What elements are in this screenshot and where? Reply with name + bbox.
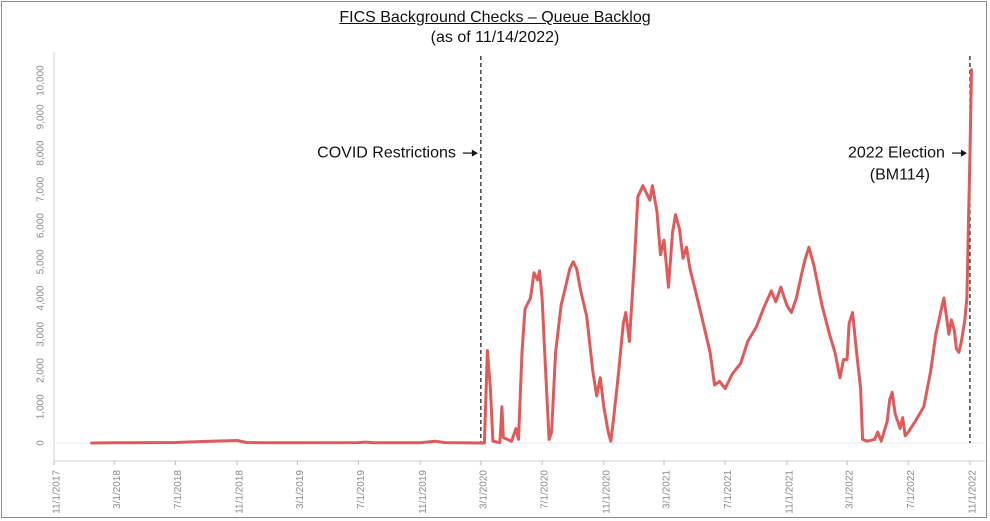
- annotation-label: 2022 Election: [848, 144, 945, 161]
- x-tick: 11/1/2019: [418, 461, 429, 514]
- x-tick-label: 3/1/2020: [479, 470, 490, 509]
- y-tick: 7,000: [36, 176, 47, 201]
- chart-title: FICS Background Checks – Queue Backlog: [339, 9, 651, 26]
- x-tick: 3/1/2019: [295, 461, 306, 509]
- x-tick: 3/1/2018: [112, 461, 123, 509]
- chart-title-block: FICS Background Checks – Queue Backlog (…: [0, 8, 990, 48]
- x-tick-label: 11/1/2017: [52, 470, 63, 514]
- x-tick-label: 3/1/2019: [295, 470, 306, 509]
- x-tick: 11/1/2020: [601, 461, 612, 514]
- x-tick: 3/1/2020: [479, 461, 490, 509]
- x-tick: 11/1/2018: [235, 461, 246, 514]
- x-tick-label: 7/1/2020: [540, 470, 551, 509]
- annotation-arrowhead: [960, 149, 967, 157]
- y-tick: 0: [36, 440, 47, 446]
- x-tick: 11/1/2021: [785, 461, 796, 514]
- y-tick: 8,000: [36, 140, 47, 165]
- y-tick-label: 0: [36, 440, 47, 446]
- x-tick-label: 7/1/2019: [356, 470, 367, 509]
- x-tick: 7/1/2020: [540, 461, 551, 509]
- y-tick: 2,000: [36, 358, 47, 383]
- chart-subtitle: (as of 11/14/2022): [430, 29, 560, 46]
- x-tick-label: 7/1/2022: [906, 470, 917, 509]
- annotation-label: COVID Restrictions: [317, 144, 456, 161]
- x-tick-label: 7/1/2021: [723, 470, 734, 509]
- y-tick: 5,000: [36, 249, 47, 274]
- y-tick-label: 6,000: [36, 213, 47, 238]
- x-tick-label: 7/1/2018: [173, 470, 184, 509]
- y-tick: 3,000: [36, 321, 47, 346]
- annotation-label: (BM114): [870, 166, 930, 183]
- y-tick: 6,000: [36, 213, 47, 238]
- y-tick-label: 4,000: [36, 285, 47, 310]
- x-tick-label: 11/1/2020: [601, 470, 612, 514]
- x-tick: 11/1/2022: [968, 461, 979, 514]
- y-tick: 1,000: [36, 394, 47, 419]
- x-tick-label: 11/1/2018: [235, 470, 246, 514]
- x-tick-label: 3/1/2022: [845, 470, 856, 509]
- x-tick-label: 11/1/2022: [968, 470, 979, 514]
- y-tick-label: 1,000: [36, 394, 47, 419]
- y-tick-label: 10,000: [36, 65, 47, 96]
- y-tick: 9,000: [36, 104, 47, 129]
- x-tick-label: 3/1/2021: [662, 470, 673, 509]
- x-tick-label: 3/1/2018: [112, 470, 123, 509]
- x-tick: 7/1/2021: [723, 461, 734, 509]
- y-tick-label: 7,000: [36, 176, 47, 201]
- x-tick: 11/1/2017: [52, 461, 63, 514]
- x-tick: 7/1/2019: [356, 461, 367, 509]
- x-tick: 3/1/2022: [845, 461, 856, 509]
- y-tick-label: 3,000: [36, 321, 47, 346]
- x-tick: 7/1/2022: [906, 461, 917, 509]
- y-tick-label: 2,000: [36, 358, 47, 383]
- y-tick: 10,000: [36, 65, 47, 96]
- x-tick-label: 11/1/2021: [785, 470, 796, 514]
- annotation-arrowhead: [471, 149, 478, 157]
- y-tick: 4,000: [36, 285, 47, 310]
- y-tick-label: 8,000: [36, 140, 47, 165]
- y-tick-label: 5,000: [36, 249, 47, 274]
- x-tick: 7/1/2018: [173, 461, 184, 509]
- x-tick-label: 11/1/2019: [418, 470, 429, 514]
- x-tick: 3/1/2021: [662, 461, 673, 509]
- series-line: [90, 68, 973, 445]
- y-tick-label: 9,000: [36, 104, 47, 129]
